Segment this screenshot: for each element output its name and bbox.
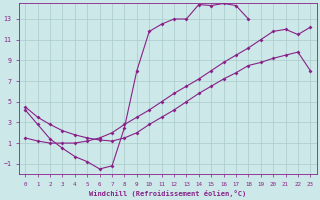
X-axis label: Windchill (Refroidissement éolien,°C): Windchill (Refroidissement éolien,°C) xyxy=(89,190,246,197)
